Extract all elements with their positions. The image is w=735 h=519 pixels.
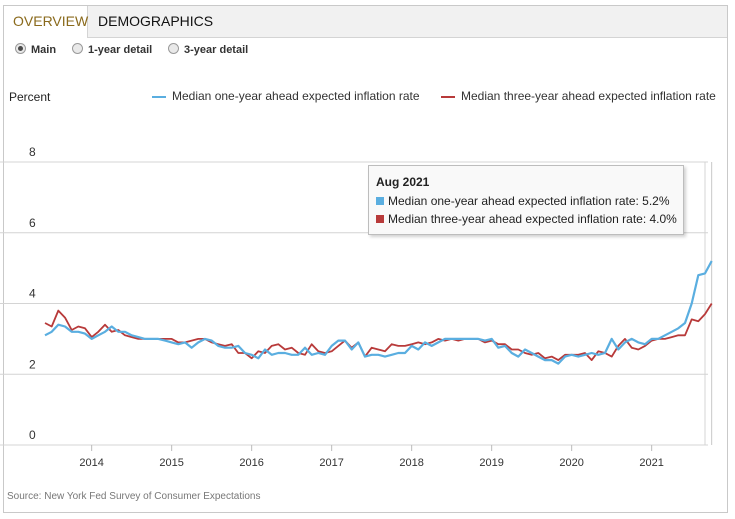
- x-tick-label: 2014: [79, 457, 103, 469]
- chart-panel: OVERVIEW DEMOGRAPHICS: [3, 5, 728, 513]
- radio-unchecked-icon: [72, 43, 83, 54]
- tooltip-row-one-year: Median one-year ahead expected inflation…: [376, 194, 670, 208]
- tooltip-swatch-three-year: [376, 215, 384, 223]
- tooltip-text-one-year: Median one-year ahead expected inflation…: [388, 194, 670, 208]
- x-tick-label: 2020: [559, 457, 583, 469]
- tooltip-swatch-one-year: [376, 197, 384, 205]
- y-tick-label: 6: [29, 216, 36, 230]
- tooltip-title: Aug 2021: [376, 175, 430, 189]
- tab-demographics[interactable]: DEMOGRAPHICS: [98, 13, 214, 29]
- legend-swatch-one-year: [152, 96, 166, 98]
- y-tick-label: 8: [29, 145, 36, 159]
- radio-checked-icon: [15, 43, 26, 54]
- legend-swatch-three-year: [441, 96, 455, 98]
- tooltip-text-three-year: Median three-year ahead expected inflati…: [388, 212, 677, 226]
- x-tick-label: 2017: [319, 457, 343, 469]
- legend-label-one-year: Median one-year ahead expected inflation…: [172, 89, 420, 103]
- x-tick-label: 2018: [399, 457, 423, 469]
- series-line-one-year[interactable]: [44, 260, 713, 365]
- y-tick-label: 4: [29, 287, 36, 301]
- data-tooltip: Aug 2021 Median one-year ahead expected …: [368, 165, 684, 235]
- y-tick-label: 0: [29, 428, 36, 442]
- source-note: Source: New York Fed Survey of Consumer …: [7, 491, 261, 502]
- tab-overview[interactable]: OVERVIEW: [4, 6, 88, 38]
- x-tick-label: 2015: [159, 457, 183, 469]
- radio-3-year-detail-label: 3-year detail: [184, 44, 249, 56]
- y-axis-label: Percent: [9, 90, 51, 104]
- tooltip-row-three-year: Median three-year ahead expected inflati…: [376, 212, 677, 226]
- x-tick-label: 2019: [479, 457, 503, 469]
- x-tick-label: 2016: [239, 457, 263, 469]
- legend-label-three-year: Median three-year ahead expected inflati…: [461, 89, 716, 103]
- radio-unchecked-icon: [168, 43, 179, 54]
- x-tick-label: 2021: [639, 457, 663, 469]
- series-line-three-year[interactable]: [44, 303, 713, 362]
- radio-main-label: Main: [31, 44, 57, 56]
- radio-1-year-detail-label: 1-year detail: [88, 44, 153, 56]
- y-tick-label: 2: [29, 357, 36, 371]
- tab-bar: OVERVIEW DEMOGRAPHICS: [4, 6, 727, 38]
